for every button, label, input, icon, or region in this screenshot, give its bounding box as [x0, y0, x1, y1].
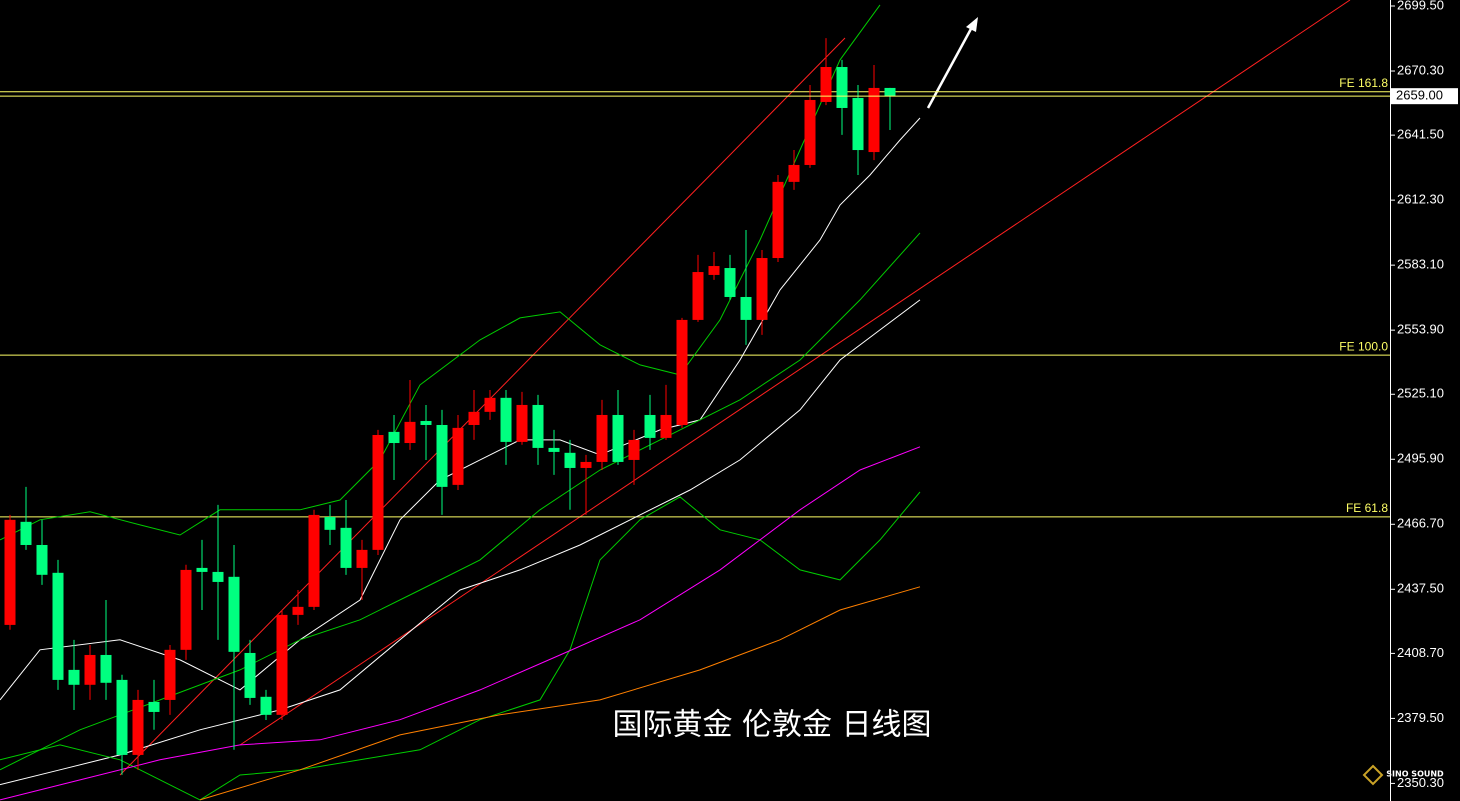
- y-tick-label: 2437.50: [1397, 581, 1444, 596]
- candle-body: [596, 414, 608, 462]
- fe-label: FE 100.0: [1339, 339, 1388, 353]
- candle-body: [660, 414, 672, 438]
- y-tick-label: 2583.10: [1397, 257, 1444, 272]
- candle-body: [388, 431, 400, 444]
- indicator-line: [0, 491, 921, 801]
- last-price-box: [1391, 88, 1458, 105]
- y-tick-label: 2350.30: [1397, 775, 1444, 790]
- candle-body: [308, 514, 320, 607]
- chart-title: 国际黄金 伦敦金 日线图: [612, 708, 931, 743]
- candle-body: [100, 654, 112, 683]
- indicator-line: [0, 4, 881, 541]
- candle-body: [132, 699, 144, 755]
- candle-body: [628, 439, 640, 460]
- y-tick-label: 2553.90: [1397, 322, 1444, 337]
- candle-body: [580, 461, 592, 468]
- candle-body: [692, 272, 704, 320]
- indicator-line: [0, 232, 921, 771]
- candle-body: [68, 669, 80, 685]
- candle-body: [260, 696, 272, 715]
- candle-body: [804, 99, 816, 165]
- candle-body: [340, 527, 352, 568]
- logo: SINO SOUND: [1362, 764, 1444, 786]
- candle-body: [516, 404, 528, 442]
- candle-body: [116, 679, 128, 755]
- trend-line: [239, 0, 1351, 746]
- y-tick-label: 2495.90: [1397, 451, 1444, 466]
- y-tick-label: 2699.50: [1397, 0, 1444, 12]
- candle-body: [452, 427, 464, 485]
- candle-body: [852, 97, 864, 151]
- indicator-line: [199, 586, 921, 801]
- candle-body: [4, 519, 16, 625]
- y-tick-label: 2612.30: [1397, 192, 1444, 207]
- indicator-line: [0, 299, 921, 786]
- candle-body: [868, 87, 880, 153]
- y-tick-label: 2379.50: [1397, 710, 1444, 725]
- candle-body: [148, 701, 160, 712]
- candle-body: [180, 569, 192, 650]
- last-price-label: 2659.00: [1396, 88, 1443, 103]
- candle-body: [436, 424, 448, 487]
- candle-body: [244, 652, 256, 698]
- indicator-line: [0, 446, 921, 801]
- candle-body: [420, 420, 432, 425]
- candle-body: [404, 421, 416, 444]
- trend-line: [119, 37, 846, 776]
- watermark: SINO SOUND: [1386, 770, 1444, 779]
- candle-body: [196, 567, 208, 572]
- candle-body: [84, 654, 96, 685]
- candle-body: [612, 414, 624, 462]
- y-tick-label: 2670.30: [1397, 62, 1444, 77]
- candle-body: [356, 549, 368, 568]
- candle-body: [212, 571, 224, 582]
- candle-body: [884, 87, 896, 97]
- candle-body: [548, 447, 560, 452]
- candle-body: [836, 67, 848, 108]
- candle-body: [500, 397, 512, 442]
- y-tick-label: 2408.70: [1397, 645, 1444, 660]
- candle-body: [564, 452, 576, 468]
- candle-body: [676, 319, 688, 425]
- candle-body: [708, 266, 720, 275]
- candle-body: [820, 67, 832, 102]
- y-tick-label: 2466.70: [1397, 516, 1444, 531]
- candle-body: [788, 164, 800, 182]
- candle-body: [324, 516, 336, 530]
- candle-body: [772, 181, 784, 259]
- candle-body: [532, 404, 544, 448]
- candle-body: [468, 411, 480, 425]
- candle-body: [228, 576, 240, 652]
- candle-body: [36, 544, 48, 575]
- candle-body: [644, 414, 656, 438]
- y-tick-label: 2525.10: [1397, 386, 1444, 401]
- candle-body: [20, 521, 32, 545]
- fe-label: FE 161.8: [1339, 76, 1388, 90]
- candle-body: [276, 614, 288, 715]
- y-tick-label: 2641.50: [1397, 127, 1444, 142]
- candle-body: [292, 606, 304, 615]
- candle-body: [724, 268, 736, 297]
- candle-body: [52, 572, 64, 680]
- fe-label: FE 61.8: [1346, 501, 1388, 515]
- candle-body: [372, 435, 384, 550]
- candle-body: [484, 397, 496, 412]
- candle-body: [756, 258, 768, 320]
- arrow: [926, 17, 978, 109]
- candle-body: [164, 649, 176, 700]
- candle-body: [740, 296, 752, 320]
